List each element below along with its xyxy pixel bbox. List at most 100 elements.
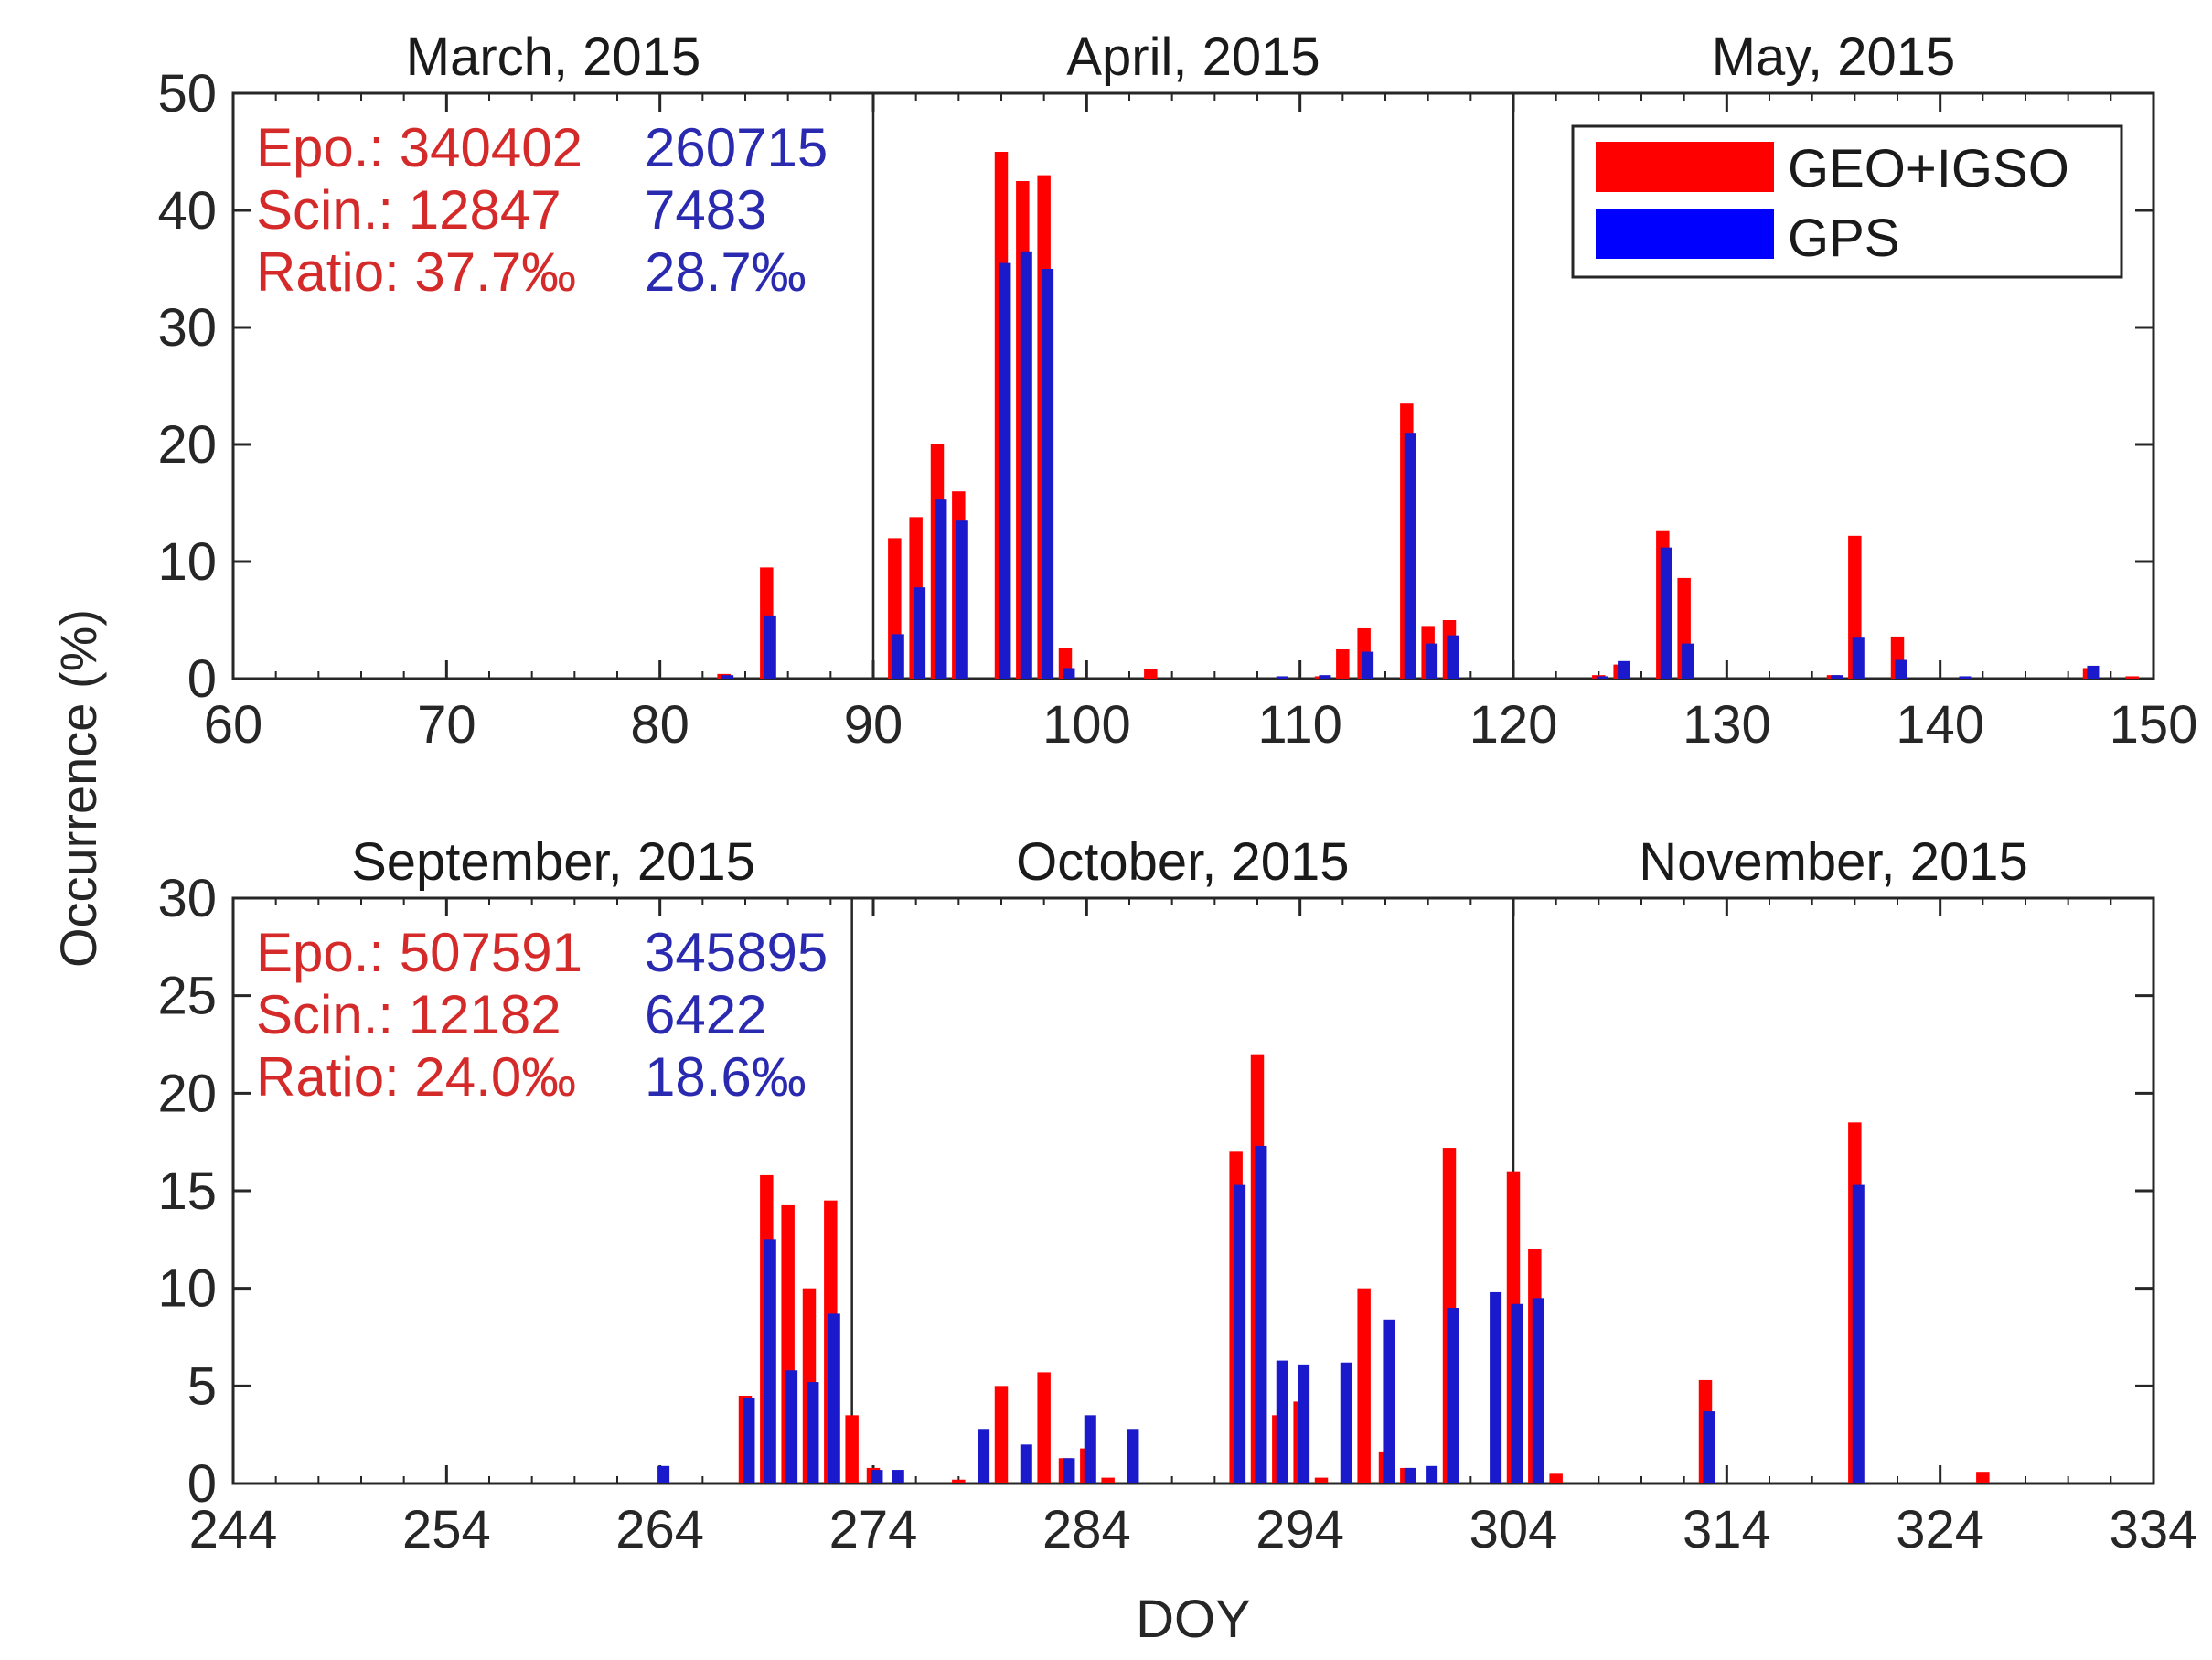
legend-label-gps: GPS (1788, 209, 1900, 268)
bar-gps (1447, 1308, 1459, 1483)
legend-swatch-gps (1596, 209, 1774, 259)
bar-gps (871, 1470, 883, 1483)
month-title: October, 2015 (1016, 832, 1349, 892)
month-title: September, 2015 (351, 832, 755, 892)
month-title: May, 2015 (1712, 27, 1956, 87)
bar-gps (914, 587, 926, 679)
x-tick-label: 120 (1469, 695, 1558, 755)
bar-geo-igso (1314, 1477, 1329, 1483)
bar-gps (1020, 1444, 1032, 1483)
x-tick-label: 244 (189, 1500, 278, 1559)
stat-epochs-gps: 260715 (645, 117, 828, 178)
bar-gps (1084, 1415, 1096, 1483)
bar-gps (1532, 1298, 1544, 1483)
bar-gps (1490, 1291, 1502, 1483)
bar-gps (892, 1470, 904, 1483)
bar-gps (935, 499, 947, 679)
y-tick-label: 20 (157, 415, 217, 475)
x-tick-label: 100 (1042, 695, 1131, 755)
bar-gps (764, 615, 776, 679)
bar-gps (1703, 1411, 1715, 1483)
x-tick-label: 324 (1896, 1500, 1984, 1559)
bottom-plot-frame (231, 896, 2155, 1485)
bar-geo-igso (1144, 669, 1158, 679)
bar-gps (892, 634, 904, 679)
bar-gps (1831, 675, 1843, 679)
stat-scintillation-geo: Scin.: 12182 (256, 984, 561, 1045)
bar-gps (1042, 269, 1054, 679)
stat-epochs-geo: Epo.: 507591 (256, 922, 582, 983)
bar-gps (743, 1398, 755, 1483)
x-axis-label: DOY (1136, 1590, 1251, 1649)
stat-scintillation-geo: Scin.: 12847 (256, 179, 561, 241)
y-tick-label: 15 (157, 1162, 217, 1221)
bar-geo-igso (2125, 676, 2139, 679)
bar-geo-igso (952, 1479, 966, 1483)
x-tick-label: 304 (1469, 1500, 1558, 1559)
bar-geo-igso (845, 1415, 859, 1483)
bar-gps (1404, 1467, 1416, 1483)
bar-geo-igso (1336, 649, 1350, 679)
legend-swatch-geo-igso (1596, 142, 1774, 192)
bar-gps (657, 1465, 670, 1483)
x-tick-label: 334 (2110, 1500, 2198, 1559)
x-tick-label: 110 (1257, 695, 1341, 755)
x-tick-label: 150 (2110, 695, 2198, 755)
bar-gps (1852, 1184, 1865, 1483)
bar-gps (1298, 1364, 1310, 1483)
bar-gps (999, 262, 1011, 679)
bar-gps (956, 520, 968, 679)
bar-gps (1362, 651, 1374, 679)
y-axis-label: Occurrence (%) (49, 609, 107, 968)
bar-gps (1852, 637, 1865, 679)
bar-gps (2087, 665, 2100, 679)
legend: GEO+IGSO GPS (1571, 124, 2123, 279)
y-tick-label: 10 (157, 532, 217, 592)
stat-ratio-geo: Ratio: 24.0‰ (256, 1046, 576, 1108)
x-tick-label: 70 (417, 695, 476, 755)
bar-gps (1596, 676, 1608, 679)
bar-gps (1063, 1458, 1075, 1483)
x-tick-label: 264 (615, 1500, 704, 1559)
bar-gps (1255, 1145, 1267, 1483)
bar-gps (1404, 433, 1416, 679)
y-tick-label: 20 (157, 1064, 217, 1123)
bar-geo-igso (1549, 1473, 1563, 1483)
y-tick-label: 25 (157, 967, 217, 1026)
x-tick-label: 314 (1683, 1500, 1771, 1559)
bar-geo-igso (1357, 1288, 1371, 1483)
bar-gps (1426, 643, 1438, 679)
bar-gps (1020, 251, 1032, 679)
bar-gps (1447, 635, 1459, 679)
stat-ratio-gps: 18.6‰ (645, 1046, 807, 1108)
bar-geo-igso (1101, 1477, 1115, 1483)
x-tick-label: 130 (1683, 695, 1771, 755)
x-tick-label: 60 (204, 695, 263, 755)
stat-ratio-geo: Ratio: 37.7‰ (256, 241, 576, 303)
bar-gps (1383, 1319, 1395, 1483)
stat-epochs-geo: Epo.: 340402 (256, 117, 582, 178)
bar-gps (1234, 1184, 1246, 1483)
bar-gps (1895, 659, 1907, 679)
x-tick-label: 254 (402, 1500, 491, 1559)
bar-geo-igso (994, 1386, 1009, 1483)
x-tick-label: 294 (1256, 1500, 1344, 1559)
bar-gps (828, 1313, 840, 1483)
y-tick-label: 40 (157, 181, 217, 241)
stat-ratio-gps: 28.7‰ (645, 241, 807, 303)
y-tick-label: 0 (187, 649, 217, 709)
month-title: April, 2015 (1066, 27, 1320, 87)
stat-epochs-gps: 345895 (645, 922, 828, 983)
x-tick-label: 140 (1896, 695, 1984, 755)
stat-scintillation-gps: 7483 (645, 179, 766, 241)
x-tick-label: 274 (829, 1500, 918, 1559)
bottom-chart-panel: 244 254 264 274 284 294 304 314 324 334 0 5 10 15 20 25… (157, 832, 2197, 1559)
x-tick-label: 80 (630, 695, 689, 755)
bar-gps (1959, 676, 1972, 679)
bar-gps (1063, 668, 1075, 679)
y-tick-label: 30 (157, 869, 217, 928)
x-tick-label: 284 (1042, 1500, 1131, 1559)
y-tick-label: 50 (157, 64, 217, 123)
x-tick-label: 90 (844, 695, 903, 755)
